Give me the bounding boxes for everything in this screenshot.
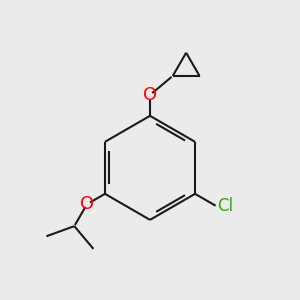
Text: O: O [143,86,157,104]
Text: Cl: Cl [217,197,233,215]
Text: O: O [80,195,94,213]
